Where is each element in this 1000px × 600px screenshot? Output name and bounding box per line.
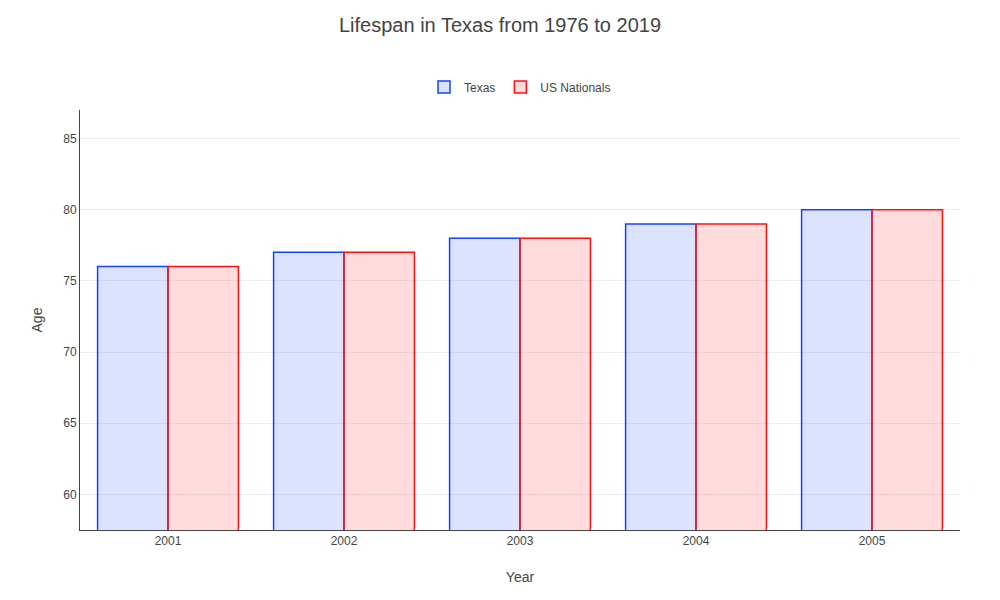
svg-text:2001: 2001 <box>155 534 182 548</box>
svg-text:70: 70 <box>63 345 77 359</box>
svg-text:US Nationals: US Nationals <box>540 81 610 95</box>
svg-text:Lifespan in Texas from 1976 to: Lifespan in Texas from 1976 to 2019 <box>339 14 661 36</box>
svg-text:Texas: Texas <box>464 81 495 95</box>
svg-text:2003: 2003 <box>507 534 534 548</box>
svg-text:Year: Year <box>506 569 535 585</box>
svg-text:2005: 2005 <box>859 534 886 548</box>
svg-text:2004: 2004 <box>683 534 710 548</box>
svg-text:2002: 2002 <box>331 534 358 548</box>
svg-text:85: 85 <box>63 132 77 146</box>
svg-text:60: 60 <box>63 488 77 502</box>
svg-text:75: 75 <box>63 274 77 288</box>
svg-text:80: 80 <box>63 203 77 217</box>
svg-text:Age: Age <box>29 307 45 332</box>
svg-text:65: 65 <box>63 416 77 430</box>
